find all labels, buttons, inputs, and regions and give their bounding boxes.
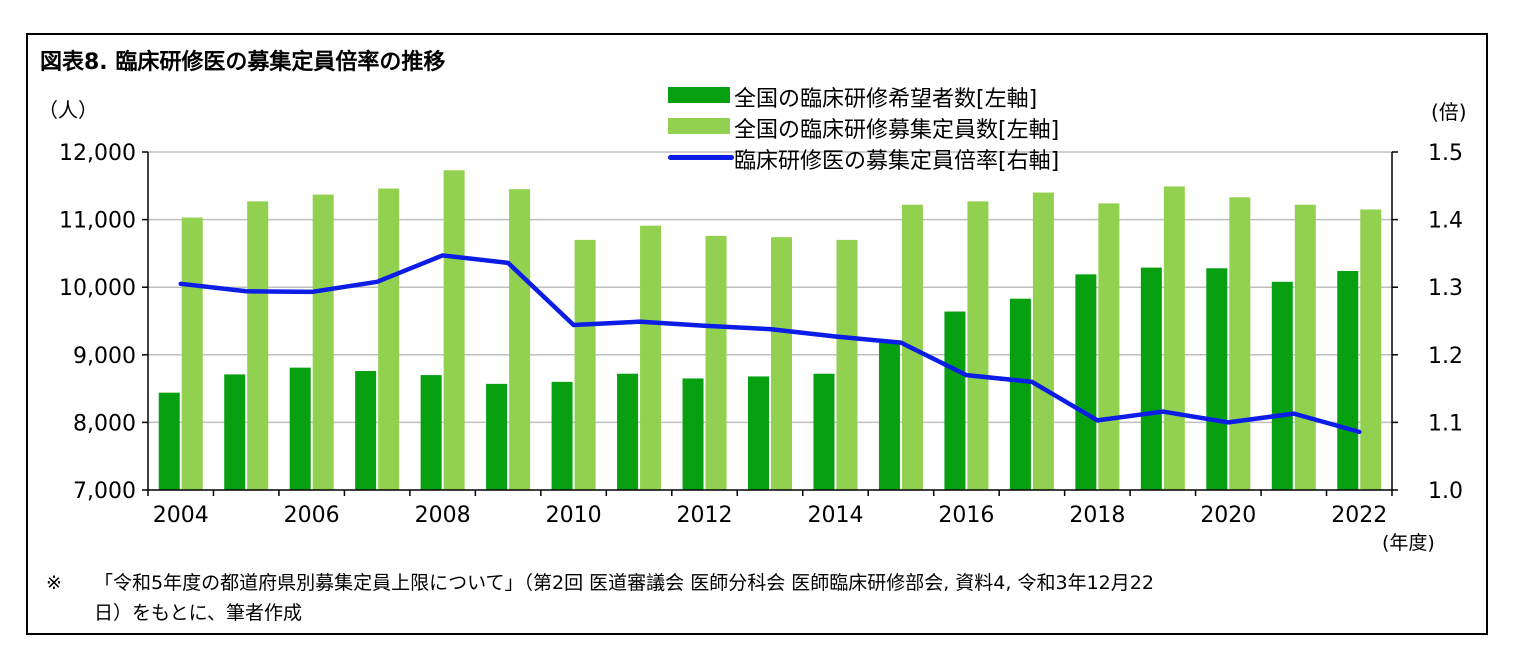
bar-applicants [682, 378, 704, 490]
bar-applicants [289, 367, 311, 490]
left-axis-unit: （人） [38, 98, 98, 122]
bar-capacity [836, 239, 858, 490]
x-tick-label: 2018 [1069, 503, 1125, 528]
bar-capacity [1229, 197, 1251, 491]
bar-applicants [1206, 268, 1228, 490]
x-tick-label: 2014 [807, 503, 863, 528]
bar-capacity [443, 170, 465, 490]
bar-applicants [813, 373, 835, 490]
legend-label-capacity: 全国の臨床研修募集定員数[左軸] [734, 118, 1060, 143]
x-tick-label: 2020 [1200, 503, 1256, 528]
chart-title: 図表8. 臨床研修医の募集定員倍率の推移 [40, 50, 446, 75]
bar-applicants [224, 374, 246, 490]
bar-capacity [509, 189, 531, 490]
bar-applicants [158, 392, 180, 490]
bar-capacity [378, 188, 400, 490]
left-tick-label: 10,000 [59, 276, 136, 301]
bar-capacity [705, 235, 727, 490]
bar-capacity [181, 217, 203, 490]
bar-applicants [486, 383, 508, 490]
bar-applicants [1337, 270, 1359, 490]
note-line-2: 日）をもとに、筆者作成 [94, 602, 303, 624]
bar-capacity [640, 225, 662, 490]
legend-label-applicants: 全国の臨床研修希望者数[左軸] [734, 87, 1038, 112]
bar-applicants [1140, 267, 1162, 490]
right-tick-label: 1.1 [1428, 411, 1463, 436]
bar-applicants [1271, 281, 1293, 490]
note-line-1: 「令和5年度の都道府県別募集定員上限について」（第2回 医道審議会 医師分科会 … [94, 572, 1154, 594]
bar-capacity [247, 201, 269, 490]
right-tick-label: 1.3 [1428, 276, 1463, 301]
bar-applicants [420, 375, 442, 490]
x-tick-label: 2022 [1331, 503, 1387, 528]
bar-applicants [355, 371, 377, 490]
bar-capacity [574, 239, 596, 490]
right-tick-label: 1.0 [1428, 479, 1463, 504]
x-tick-label: 2006 [284, 503, 340, 528]
bar-capacity [1294, 204, 1316, 490]
right-tick-label: 1.4 [1428, 209, 1463, 234]
legend-swatch-capacity [668, 118, 730, 134]
right-tick-label: 1.5 [1428, 141, 1463, 166]
bar-applicants [878, 342, 900, 490]
x-tick-label: 2016 [938, 503, 994, 528]
legend-label-ratio: 臨床研修医の募集定員倍率[右軸] [734, 149, 1060, 174]
bar-applicants [748, 376, 769, 490]
x-tick-label: 2010 [546, 503, 602, 528]
bar-capacity [1360, 209, 1382, 490]
left-tick-label: 12,000 [59, 141, 136, 166]
bar-capacity [1032, 192, 1054, 490]
left-tick-label: 7,000 [73, 479, 136, 504]
note-mark: ※ [46, 572, 62, 594]
bar-applicants [1009, 298, 1031, 490]
left-tick-label: 9,000 [73, 344, 136, 369]
legend-swatch-applicants [668, 87, 730, 103]
left-tick-label: 11,000 [59, 209, 136, 234]
bar-applicants [1075, 274, 1097, 490]
bar-capacity [771, 237, 792, 490]
bar-applicants [551, 381, 573, 490]
bar-applicants [617, 373, 639, 490]
x-tick-label: 2012 [677, 503, 733, 528]
right-tick-label: 1.2 [1428, 344, 1463, 369]
bar-capacity [1098, 203, 1120, 490]
bar-capacity [1163, 186, 1185, 490]
x-tick-label: 2008 [415, 503, 471, 528]
x-tick-label: 2004 [153, 503, 209, 528]
right-axis-unit: (倍) [1431, 100, 1467, 124]
bar-capacity [967, 201, 989, 490]
x-axis-unit: (年度) [1382, 532, 1435, 554]
left-tick-label: 8,000 [73, 411, 136, 436]
bar-capacity [312, 194, 334, 490]
bar-applicants [944, 311, 966, 490]
legend-swatch-ratio [668, 155, 734, 160]
